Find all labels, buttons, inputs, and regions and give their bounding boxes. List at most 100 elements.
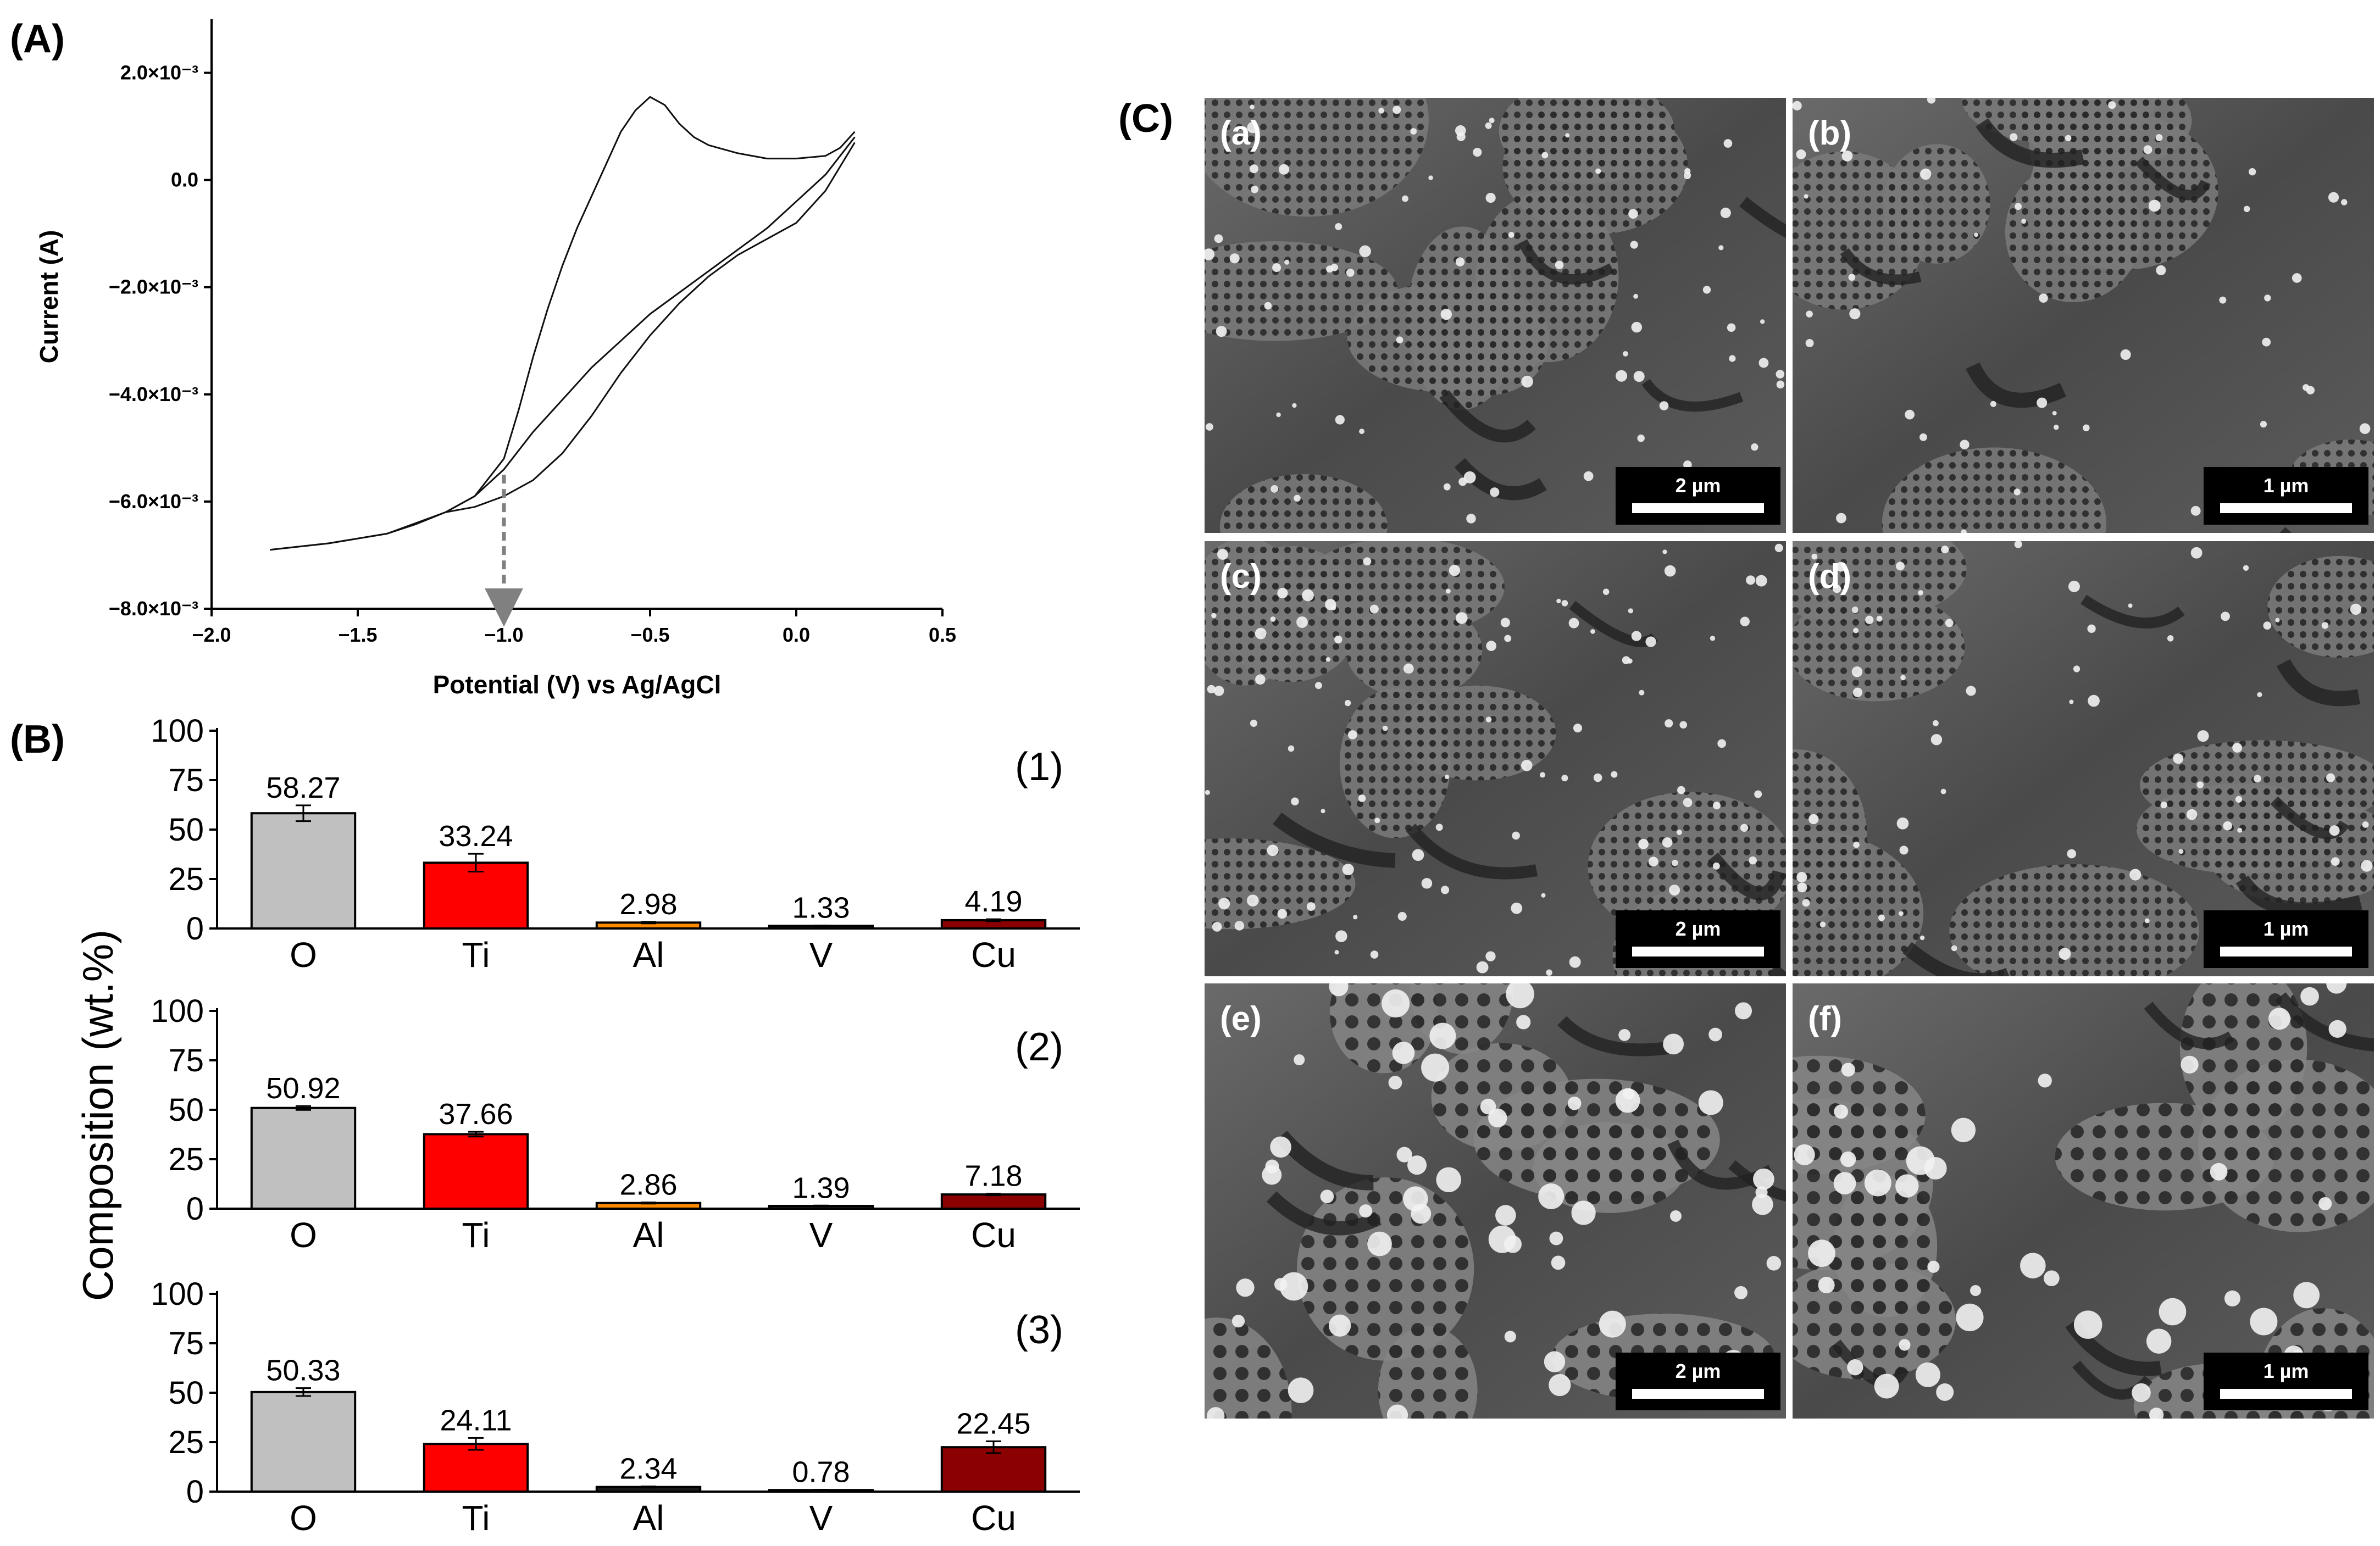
crack <box>2135 157 2211 201</box>
cu-particle <box>1541 152 1549 159</box>
cu-particle <box>1330 264 1339 271</box>
cu-particle <box>1723 139 1733 148</box>
cu-particle <box>1485 192 1496 203</box>
cu-particle <box>2052 411 2057 416</box>
cu-particle <box>1561 600 1568 607</box>
cu-particle <box>1960 440 1970 449</box>
nanotube-cluster <box>2267 555 2374 658</box>
cu-particle <box>2248 168 2256 176</box>
cu-particle <box>1616 370 1628 382</box>
cu-particle <box>1325 657 1331 662</box>
cu-particle <box>2260 421 2267 428</box>
cu-particle <box>1833 1172 1856 1195</box>
y-tick-label: 0 <box>186 1474 204 1510</box>
cu-particle <box>1485 716 1492 722</box>
cu-particle <box>1397 911 1407 921</box>
cu-particle <box>2190 505 2201 516</box>
cu-particle <box>1277 587 1288 599</box>
cu-particle <box>1544 1351 1566 1372</box>
crack <box>2275 992 2374 1052</box>
cu-particle <box>1849 308 1861 320</box>
cu-particle <box>1382 725 1388 731</box>
cu-particle <box>1669 885 1680 896</box>
cu-particle <box>1279 164 1290 175</box>
cu-particle <box>1945 619 1954 627</box>
crack <box>1707 852 1786 900</box>
scale-bar <box>1632 1389 1764 1399</box>
crack <box>1641 379 1744 412</box>
cu-particle <box>1927 1260 1940 1273</box>
scale-bar <box>1632 503 1764 513</box>
cu-particle <box>2350 603 2362 615</box>
cu-particle <box>1834 1104 1849 1119</box>
cu-particle <box>1951 1117 1976 1143</box>
cu-particle <box>1899 846 1909 855</box>
cu-particle <box>1382 989 1410 1017</box>
subchart-2: 0 25 50 75 100 50.92 O 37.66 Ti 2.86 Al 1.39 V 7.18 Cu… <box>151 993 1080 1255</box>
cu-particle <box>2326 773 2335 782</box>
data-label: 2.86 <box>619 1169 677 1202</box>
cu-particle <box>1429 1022 1456 1049</box>
category-label: Al <box>633 1498 664 1538</box>
cu-particle <box>1549 1231 1563 1245</box>
data-label: 2.98 <box>619 888 677 921</box>
sem-label: (b) <box>1808 114 1851 152</box>
crack <box>1266 1191 1382 1236</box>
cu-particle <box>1677 786 1685 794</box>
cu-particle <box>1848 274 1856 281</box>
cu-particle <box>1403 663 1414 674</box>
cu-particle <box>2257 692 2262 698</box>
scale-bar-label: 1 µm <box>2264 1360 2309 1382</box>
crack <box>1518 239 1615 285</box>
cu-particle <box>1628 209 1638 219</box>
cu-particle <box>1590 629 1595 634</box>
cu-particle <box>1458 477 1467 486</box>
cu-particle <box>1758 358 1769 368</box>
cu-particle <box>1455 125 1466 136</box>
cu-particle <box>1622 351 1628 357</box>
cu-particle <box>1571 1200 1596 1225</box>
cu-particle <box>1840 1151 1856 1167</box>
cu-particle <box>2015 203 2022 210</box>
cu-particle <box>1569 956 1581 968</box>
cu-particle <box>1628 608 1633 614</box>
cu-particle <box>1538 1183 1565 1209</box>
cu-particle <box>1213 686 1224 696</box>
cu-particle <box>2263 621 2272 630</box>
nanotube-cluster <box>1297 1177 1474 1361</box>
cu-particle <box>1551 1255 1566 1270</box>
data-label: 50.92 <box>266 1072 340 1105</box>
cu-particle <box>1284 259 1290 265</box>
crack <box>1406 824 1538 880</box>
category-label: Cu <box>971 1498 1016 1538</box>
cu-particle <box>1521 375 1533 388</box>
category-label: Cu <box>971 1215 1016 1255</box>
y-tick-label: 75 <box>168 1326 204 1361</box>
cu-particle <box>2197 730 2209 742</box>
data-label: 1.33 <box>792 891 850 924</box>
cu-particle <box>2243 565 2249 571</box>
cu-particle <box>1793 101 1802 110</box>
cu-particle <box>1648 857 1658 867</box>
nanotube-cluster <box>1533 1122 1686 1213</box>
data-label: 24.11 <box>440 1404 512 1437</box>
data-label: 33.24 <box>439 820 513 853</box>
cu-particle <box>1205 789 1210 795</box>
y-tick-label: 2.0×10⁻³ <box>120 62 198 84</box>
cu-particle <box>2178 849 2184 854</box>
cu-particle <box>1556 598 1561 604</box>
cu-particle <box>2328 1020 2346 1038</box>
y-tick-label: 0.0 <box>171 169 198 191</box>
scale-bar-label: 2 µm <box>1676 474 1721 497</box>
cu-particle <box>1915 1362 1940 1387</box>
y-tick-label: 25 <box>168 1425 204 1460</box>
cu-particle <box>1836 561 1846 572</box>
cu-particle <box>2223 821 2232 831</box>
bar-o <box>250 1106 357 1210</box>
y-tick-label: 0 <box>186 1191 204 1227</box>
cu-particle <box>2196 781 2204 788</box>
cu-particle <box>1927 98 1936 104</box>
cu-particle <box>1251 185 1258 193</box>
nanotube-cluster <box>1793 152 1927 310</box>
cu-particle <box>2243 205 2250 213</box>
